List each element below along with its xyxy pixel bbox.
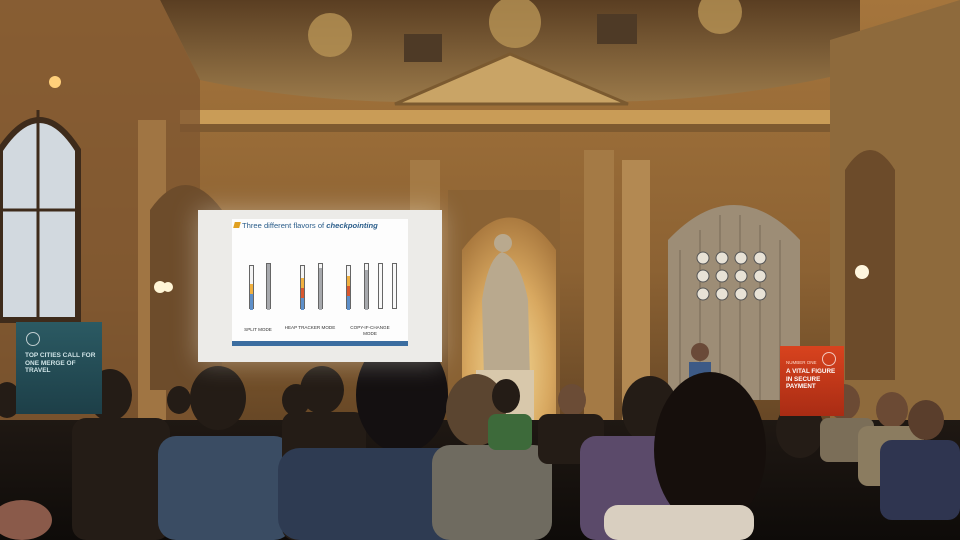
diagram-bar — [346, 265, 351, 310]
right-roll-up-banner: NUMBER ONE A VITAL FIGURE IN SECURE PAYM… — [780, 346, 844, 416]
slide-title-emphasis: checkpointing — [326, 221, 378, 230]
slide-mode-label: HEAP TRACKER MODE — [284, 325, 336, 330]
diagram-bar — [364, 263, 369, 310]
diagram-bar — [378, 263, 383, 309]
diagram-bar — [266, 263, 271, 310]
projector-screen: Three different flavors of checkpointing — [198, 210, 442, 362]
banner-logo-icon — [26, 332, 40, 346]
banner-logo-icon — [822, 352, 836, 366]
slide-title: Three different flavors of checkpointing — [242, 221, 378, 230]
diagram-bar — [249, 265, 254, 310]
slide-mode-label: SPLIT MODE — [244, 327, 272, 332]
diagram-bar — [318, 263, 323, 310]
slide-footer-bar — [232, 341, 408, 346]
slide-mode-label: COPY-IF-CHANGE MODE — [350, 325, 390, 336]
left-roll-up-banner: TOP CITIES CALL FOR ONE MERGE OF TRAVEL — [16, 322, 102, 414]
slide-title-prefix: Three different flavors of — [242, 221, 327, 230]
diagram-bar — [392, 263, 397, 309]
left-banner-text: TOP CITIES CALL FOR ONE MERGE OF TRAVEL — [25, 352, 96, 374]
right-banner-kicker: NUMBER ONE — [786, 360, 817, 365]
presentation-slide: Three different flavors of checkpointing — [232, 219, 408, 346]
slide-logo-icon — [233, 222, 241, 228]
right-banner-text: A VITAL FIGURE IN SECURE PAYMENT — [786, 368, 836, 391]
diagram-bar — [300, 265, 305, 310]
